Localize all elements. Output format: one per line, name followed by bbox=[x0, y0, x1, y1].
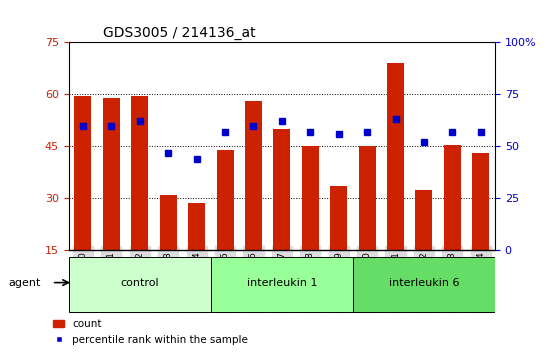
FancyBboxPatch shape bbox=[353, 257, 495, 312]
Legend: count, percentile rank within the sample: count, percentile rank within the sample bbox=[49, 315, 252, 349]
Text: interleukin 1: interleukin 1 bbox=[246, 278, 317, 287]
Bar bbox=[131, 96, 148, 250]
Bar bbox=[330, 186, 347, 250]
Text: control: control bbox=[120, 278, 159, 287]
Bar bbox=[387, 63, 404, 250]
Bar bbox=[472, 153, 490, 250]
Bar bbox=[74, 96, 91, 250]
Bar bbox=[444, 144, 461, 250]
Text: GDS3005 / 214136_at: GDS3005 / 214136_at bbox=[103, 26, 255, 40]
FancyBboxPatch shape bbox=[211, 257, 353, 312]
Bar bbox=[188, 204, 205, 250]
Bar bbox=[359, 146, 376, 250]
Bar bbox=[103, 98, 120, 250]
Bar bbox=[217, 150, 234, 250]
Text: interleukin 6: interleukin 6 bbox=[389, 278, 459, 287]
Bar bbox=[302, 146, 319, 250]
Bar bbox=[415, 190, 432, 250]
Bar bbox=[245, 101, 262, 250]
FancyBboxPatch shape bbox=[69, 257, 211, 312]
Text: agent: agent bbox=[9, 278, 41, 287]
Bar bbox=[160, 195, 177, 250]
Bar bbox=[273, 129, 290, 250]
